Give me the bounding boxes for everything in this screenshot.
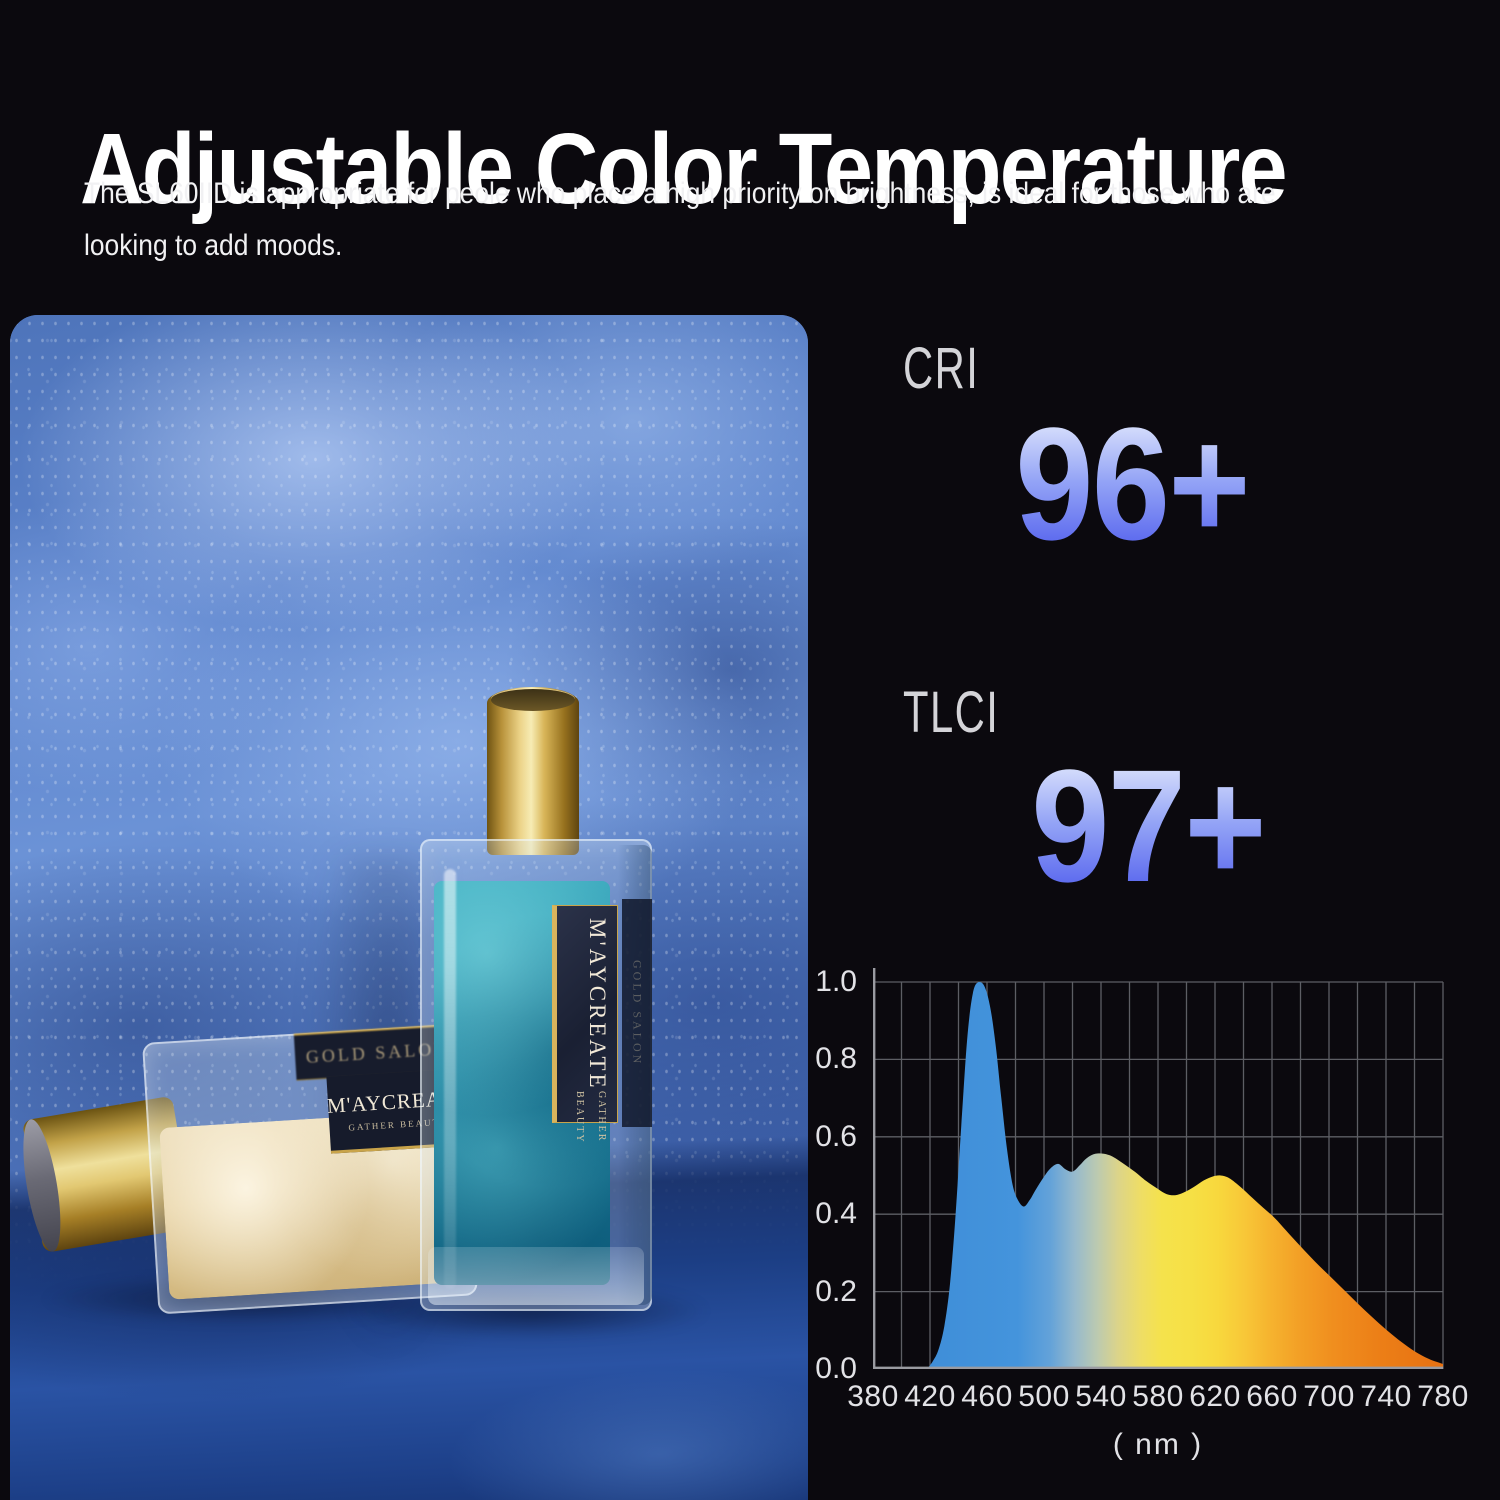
subtitle-line-2: looking to add moods. — [84, 229, 343, 262]
cri-value: 96+ — [974, 404, 1291, 564]
y-tick-label: 0.0 — [815, 1352, 857, 1385]
standing-bottle-label: M'AYCREATE GATHER BEAUTY — [552, 905, 618, 1143]
x-tick-label: 740 — [1360, 1380, 1412, 1413]
standing-bottle-cap — [487, 687, 579, 855]
x-tick-label: 620 — [1189, 1380, 1241, 1413]
standing-bottle-brand: M'AYCREATE — [585, 918, 610, 1091]
standing-bottle-side-text: GOLD SALON — [630, 959, 645, 1067]
y-tick-label: 0.4 — [815, 1197, 857, 1231]
x-tick-label: 380 — [847, 1380, 899, 1413]
standing-bottle-glass: M'AYCREATE GATHER BEAUTY GOLD SALON — [420, 839, 652, 1311]
spectral-area — [927, 982, 1443, 1369]
x-tick-label: 540 — [1075, 1380, 1127, 1413]
tlci-value: 97+ — [990, 746, 1307, 906]
x-tick-label: 420 — [904, 1380, 956, 1413]
y-tick-label: 0.2 — [815, 1274, 857, 1308]
y-tick-label: 0.8 — [815, 1042, 857, 1076]
x-tick-label: 500 — [1018, 1380, 1070, 1413]
x-tick-label: 780 — [1417, 1380, 1469, 1413]
spd-plot-area — [873, 968, 1444, 1369]
x-tick-label: 700 — [1303, 1380, 1355, 1413]
y-tick-label: 0.6 — [815, 1119, 857, 1153]
cri-label: CRI — [903, 336, 980, 401]
x-axis-unit-label: ( nm ) — [1112, 1428, 1204, 1461]
subtitle-line-1: The SL60IID is appropriate for peole who… — [84, 177, 1276, 210]
tlci-label: TLCI — [903, 680, 1000, 745]
x-tick-label: 460 — [961, 1380, 1013, 1413]
glass-highlight — [444, 869, 456, 1289]
subtitle: The SL60IID is appropriate for peole who… — [84, 168, 1276, 272]
y-tick-label: 1.0 — [815, 965, 857, 998]
x-tick-label: 580 — [1132, 1380, 1184, 1413]
standing-bottle-base — [428, 1247, 644, 1305]
standing-bottle-subbrand: GATHER BEAUTY — [574, 1090, 607, 1144]
x-tick-label: 660 — [1246, 1380, 1298, 1413]
page-title: Adjustable Color Temperature — [80, 113, 1288, 225]
product-photo: GOLD SALON M'AYCREATE GATHER BEAUTY M'AY… — [10, 315, 808, 1500]
spd-chart: 380 420 460 500 540 580 620 660 700 740 780 0.0 0.2… — [815, 965, 1468, 1461]
standing-bottle-label-spine: GOLD SALON — [622, 899, 652, 1127]
